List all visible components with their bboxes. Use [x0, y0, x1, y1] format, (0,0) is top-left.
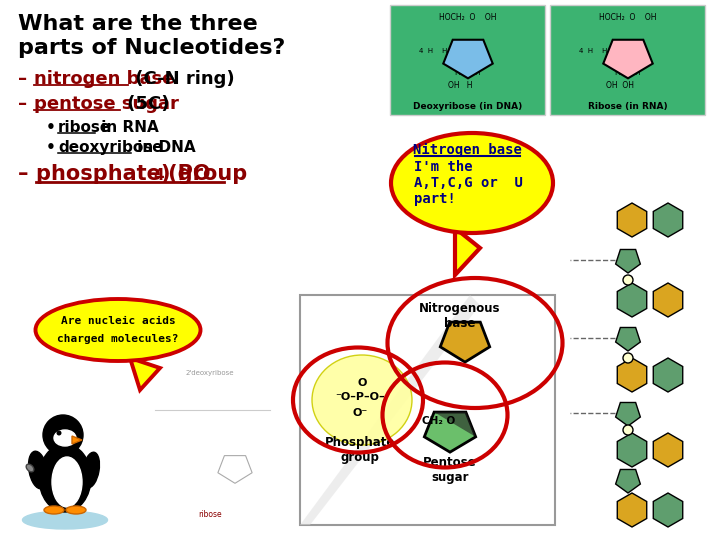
Text: in RNA: in RNA — [96, 120, 158, 135]
Text: phosphate (PO: phosphate (PO — [36, 164, 210, 184]
Circle shape — [623, 353, 633, 363]
Ellipse shape — [52, 457, 82, 507]
Text: ⁻O–P–O–: ⁻O–P–O– — [336, 392, 384, 402]
Text: 4  H    H  1: 4 H H 1 — [580, 48, 617, 54]
Ellipse shape — [39, 444, 91, 512]
Text: OH  OH: OH OH — [606, 81, 634, 90]
Polygon shape — [424, 412, 476, 452]
Text: O: O — [357, 378, 366, 388]
Polygon shape — [616, 249, 640, 273]
Text: 2'deoxyribose: 2'deoxyribose — [186, 370, 234, 376]
Polygon shape — [616, 402, 640, 426]
Text: HOCH₂  O    OH: HOCH₂ O OH — [439, 13, 497, 22]
Text: HOCH₂  O    OH: HOCH₂ O OH — [599, 13, 657, 22]
Polygon shape — [300, 295, 480, 525]
Text: parts of Nucleotides?: parts of Nucleotides? — [18, 38, 285, 58]
Ellipse shape — [66, 506, 86, 514]
Text: –: – — [18, 70, 33, 88]
Text: •: • — [46, 120, 61, 135]
Text: A,T,C,G or  U: A,T,C,G or U — [414, 176, 523, 190]
Circle shape — [56, 430, 61, 435]
Text: Phosphate
group: Phosphate group — [325, 436, 395, 464]
Ellipse shape — [29, 451, 48, 489]
Text: in DNA: in DNA — [132, 140, 196, 155]
FancyBboxPatch shape — [390, 5, 545, 115]
Text: Pentose
sugar: Pentose sugar — [423, 456, 477, 484]
Ellipse shape — [391, 133, 553, 233]
Text: ribose: ribose — [58, 120, 112, 135]
Text: pentose sugar: pentose sugar — [34, 95, 179, 113]
Text: Ribose (in RNA): Ribose (in RNA) — [588, 102, 668, 111]
Text: deoxyribose: deoxyribose — [58, 140, 163, 155]
Text: nitrogen base: nitrogen base — [34, 70, 174, 88]
Circle shape — [623, 275, 633, 285]
Text: –: – — [18, 95, 33, 113]
Text: Are nucleic acids: Are nucleic acids — [60, 316, 176, 326]
Text: I'm the: I'm the — [414, 160, 472, 174]
FancyBboxPatch shape — [300, 295, 555, 525]
Text: ribose: ribose — [198, 510, 222, 519]
Polygon shape — [130, 358, 160, 390]
Ellipse shape — [44, 506, 64, 514]
Text: 4  H    H  1: 4 H H 1 — [419, 48, 456, 54]
Ellipse shape — [35, 299, 200, 361]
Text: (C-N ring): (C-N ring) — [129, 70, 235, 88]
FancyBboxPatch shape — [550, 5, 705, 115]
Text: H      H: H H — [615, 68, 641, 77]
Ellipse shape — [83, 452, 99, 488]
Text: Deoxyribose (in DNA): Deoxyribose (in DNA) — [413, 102, 523, 111]
Circle shape — [43, 415, 83, 455]
Polygon shape — [72, 436, 82, 444]
Polygon shape — [434, 412, 476, 437]
Text: CH₂ O: CH₂ O — [422, 416, 455, 426]
Polygon shape — [616, 327, 640, 351]
Text: O⁻: O⁻ — [352, 408, 368, 418]
Circle shape — [623, 425, 633, 435]
Polygon shape — [616, 469, 640, 493]
Text: 4: 4 — [153, 168, 163, 183]
Ellipse shape — [312, 355, 412, 445]
Polygon shape — [444, 40, 492, 78]
Text: What are the three: What are the three — [18, 14, 258, 34]
Text: –: – — [18, 164, 36, 184]
Text: Nitrogenous
base: Nitrogenous base — [419, 302, 500, 330]
Text: Nitrogen base: Nitrogen base — [413, 143, 521, 157]
Text: ) group: ) group — [161, 164, 247, 184]
Polygon shape — [603, 40, 653, 78]
Polygon shape — [455, 228, 480, 275]
Ellipse shape — [54, 430, 76, 446]
Text: OH   H: OH H — [448, 81, 472, 90]
Text: H      H: H H — [455, 68, 481, 77]
Polygon shape — [440, 322, 490, 362]
Text: part!: part! — [414, 192, 456, 206]
Ellipse shape — [22, 511, 107, 529]
Text: (5C): (5C) — [121, 95, 169, 113]
Ellipse shape — [26, 464, 34, 472]
Text: •: • — [46, 140, 61, 155]
Text: charged molecules?: charged molecules? — [58, 334, 179, 344]
